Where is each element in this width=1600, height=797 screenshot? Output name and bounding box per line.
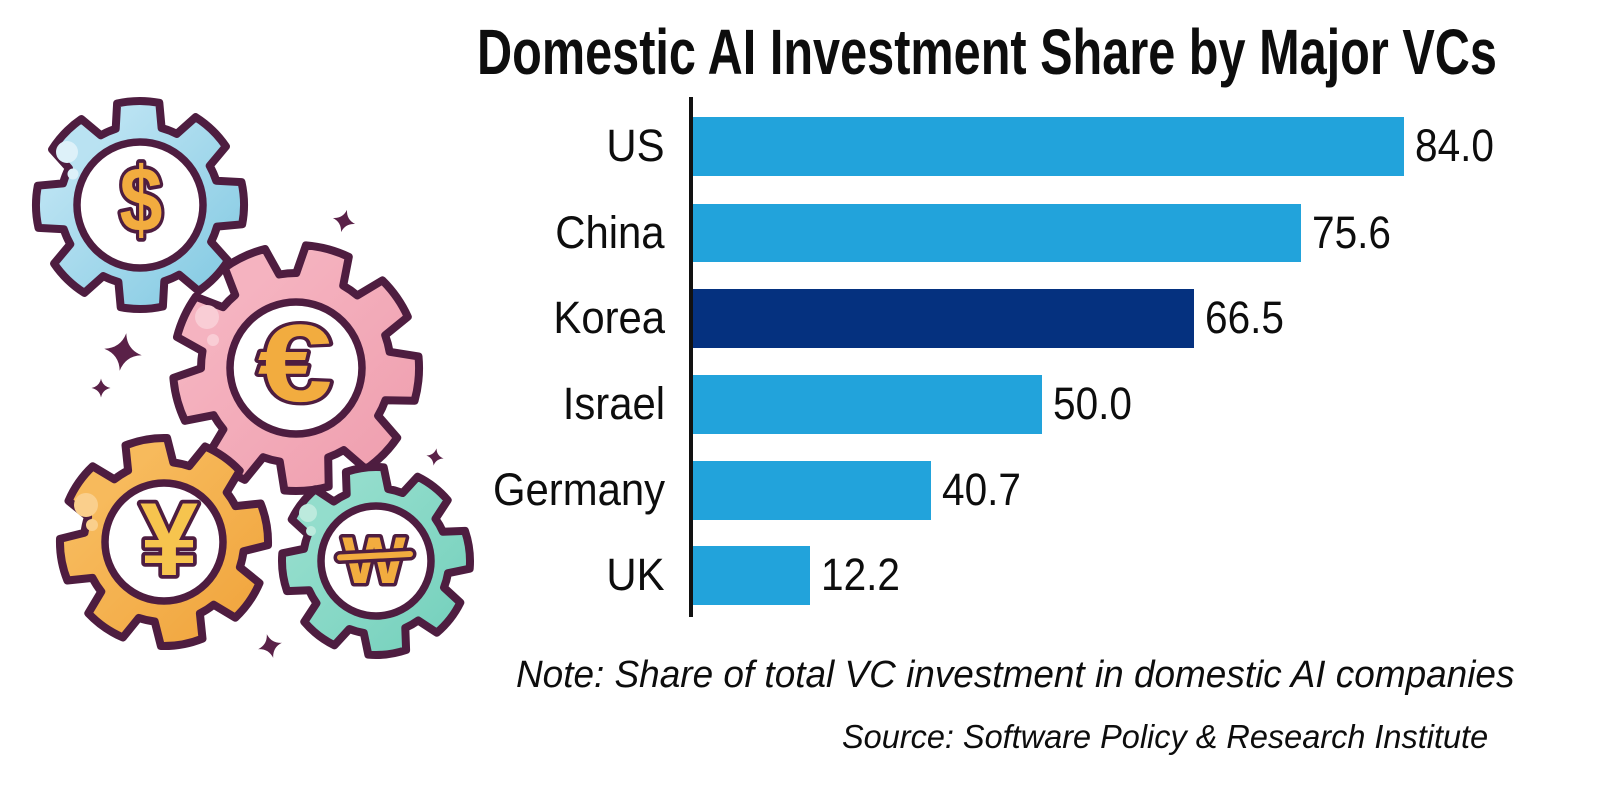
- svg-text:€: €: [258, 302, 333, 425]
- svg-text:$: $: [120, 149, 163, 252]
- svg-text:¥: ¥: [140, 482, 198, 598]
